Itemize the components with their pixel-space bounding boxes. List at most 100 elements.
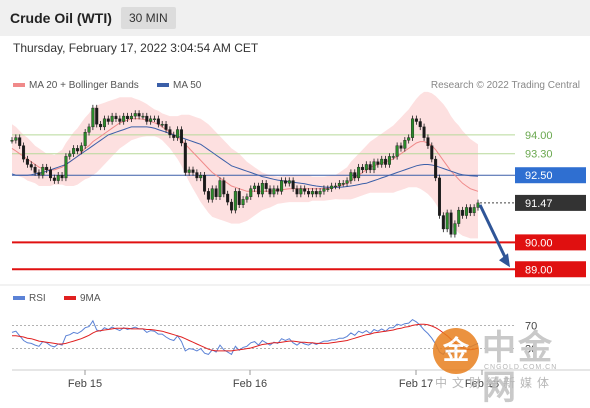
candle (426, 134, 430, 149)
x-tick-label: Feb 18 (465, 378, 499, 390)
candle (380, 155, 384, 168)
candle (318, 188, 322, 198)
legend-ma50-label: MA 50 (173, 80, 202, 91)
watermark-logo: 金 (433, 328, 479, 374)
candle (222, 177, 226, 198)
candle-body (249, 188, 253, 197)
candle (91, 104, 95, 131)
candle-body (430, 145, 434, 160)
candle-body (391, 156, 395, 158)
candle-body (322, 188, 326, 192)
timeframe-badge[interactable]: 30 MIN (121, 7, 176, 29)
candle (195, 169, 199, 182)
candle (87, 123, 91, 136)
candle (260, 180, 264, 198)
candle-body (372, 161, 376, 171)
candle-body (441, 215, 445, 230)
candle-body (291, 180, 295, 189)
level-tag-92.50: 92.50 (525, 170, 553, 182)
candle-body (99, 123, 103, 128)
candle-body (299, 188, 303, 195)
legend-ma50-swatch (157, 83, 169, 88)
candle (411, 115, 415, 141)
candle (64, 153, 68, 182)
candle-body (37, 172, 41, 176)
candle (322, 185, 326, 195)
candle (287, 177, 291, 187)
candle (49, 166, 53, 182)
candle (29, 161, 33, 171)
candle-body (472, 207, 476, 214)
x-tick-label: Feb 15 (68, 378, 102, 390)
candle-body (226, 193, 230, 203)
level-tag-bg-89.00 (515, 261, 586, 278)
candle-body (411, 118, 415, 138)
candle-body (376, 161, 380, 165)
candle (237, 188, 241, 208)
candle (60, 172, 64, 182)
candle (403, 137, 407, 152)
candle (334, 182, 338, 190)
chart-timestamp: Thursday, February 17, 2022 3:04:54 AM C… (13, 41, 259, 55)
candle-body (310, 191, 314, 195)
candle (272, 185, 276, 198)
candle (25, 155, 29, 168)
candle-body (276, 188, 280, 192)
legend-rsi: RSI (13, 293, 46, 304)
candle (199, 172, 203, 182)
candle (152, 115, 156, 123)
candle (176, 126, 180, 141)
candle (364, 161, 368, 174)
candle-body (83, 132, 87, 146)
candle (187, 166, 191, 176)
candle (102, 115, 106, 131)
candle-body (168, 129, 172, 136)
candle-body (29, 164, 33, 168)
candle (341, 180, 345, 187)
candle-body (407, 137, 411, 141)
candle-body (283, 180, 287, 184)
candle-body (399, 145, 403, 149)
candle-body (52, 177, 56, 181)
candle (14, 134, 18, 144)
instrument-title: Crude Oil (WTI) (10, 10, 112, 26)
candle (164, 120, 168, 133)
candle-body (156, 118, 160, 125)
candle-body (152, 118, 156, 121)
candle-body (353, 172, 357, 179)
candle (45, 163, 49, 174)
rsi-level-label-70: 70 (525, 320, 537, 332)
candle-body (253, 185, 257, 189)
candle-body (218, 180, 222, 197)
candle-body (68, 153, 72, 157)
candle (445, 209, 449, 233)
candle-body (307, 191, 311, 195)
candle (226, 190, 230, 206)
candle (291, 177, 295, 192)
candle (72, 145, 76, 157)
candle (280, 177, 284, 195)
candle (299, 185, 303, 198)
candle (422, 123, 426, 141)
watermark-url: CNGOLD.COM.CN (484, 364, 558, 371)
candle-body (126, 115, 130, 120)
candle (210, 185, 214, 203)
candle (407, 134, 411, 144)
x-tick-label: Feb 17 (399, 378, 433, 390)
candle (295, 185, 299, 198)
candle (476, 199, 480, 211)
candle (230, 198, 234, 214)
candle (41, 163, 45, 179)
candle (129, 112, 133, 123)
research-credit: Research © 2022 Trading Central (430, 80, 580, 91)
candle-body (330, 185, 334, 189)
candle (268, 185, 272, 198)
candle-body (349, 172, 353, 181)
candle (118, 115, 122, 125)
candle-body (95, 107, 99, 125)
x-tick-label: Feb 16 (233, 378, 267, 390)
candle (399, 142, 403, 152)
candle-body (449, 212, 453, 235)
rsi-9ma-line (12, 323, 479, 352)
